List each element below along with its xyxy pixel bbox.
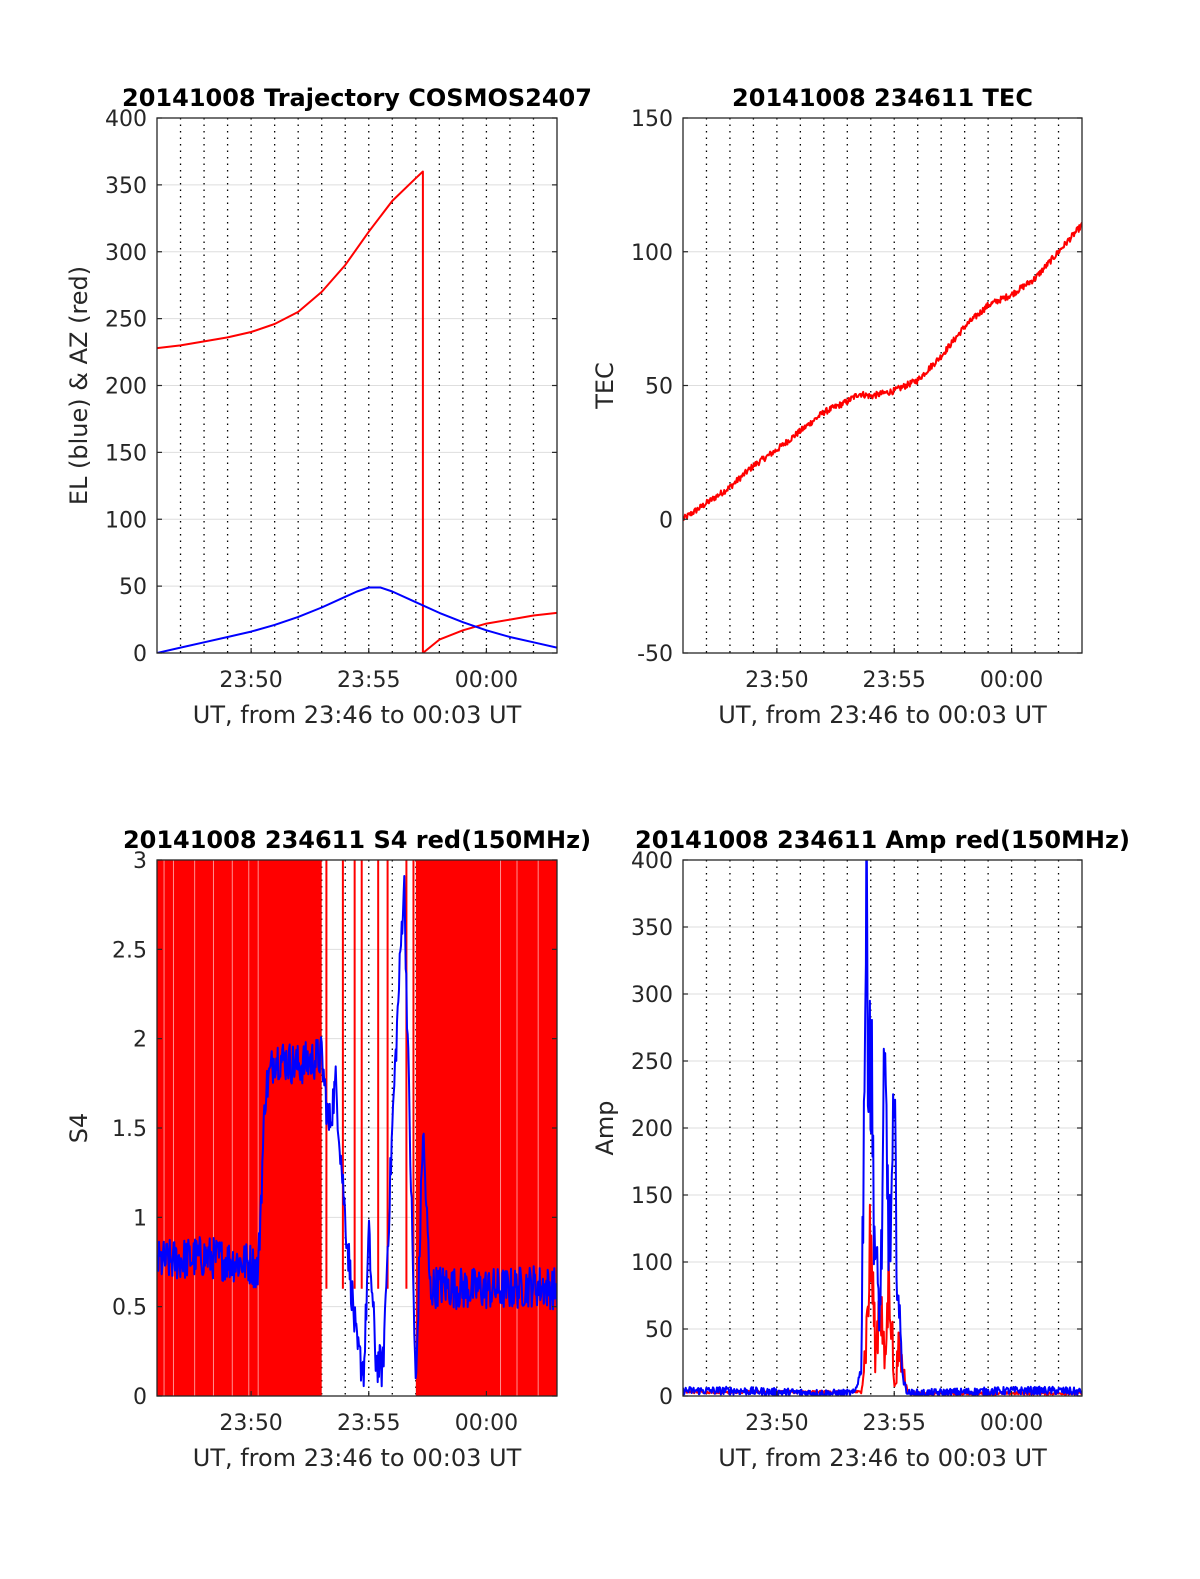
amp-xlabel: UT, from 23:46 to 00:03 UT (718, 1444, 1047, 1472)
trajectory-ytick-label: 300 (105, 241, 147, 266)
trajectory-ytick-label: 50 (119, 575, 147, 600)
tec-series-red (683, 222, 1082, 521)
amp-xtick-label: 00:00 (980, 1411, 1043, 1436)
amp-series-blue (683, 860, 1082, 1396)
tec-ylabel: TEC (591, 362, 619, 410)
tec-ytick-label: 0 (659, 508, 673, 533)
amp-ytick-label: 100 (631, 1251, 673, 1276)
trajectory-ytick-label: 350 (105, 174, 147, 199)
s4-ytick-label: 2 (133, 1028, 147, 1053)
amp-chart: 0 50 100 150 200 250 300 350 400 23:50 23:55 00:00 2… (591, 826, 1130, 1472)
trajectory-ytick-label: 200 (105, 375, 147, 400)
amp-plot-area (683, 860, 1082, 1396)
tec-xlabel: UT, from 23:46 to 00:03 UT (718, 701, 1047, 729)
s4-ytick-label: 1.5 (112, 1117, 147, 1142)
s4-ytick-label: 0 (133, 1385, 147, 1410)
tec-chart: -50 0 50 100 150 23:50 23:55 00:00 20141008 2346… (591, 84, 1083, 729)
trajectory-ylabel: EL (blue) & AZ (red) (65, 266, 93, 505)
tec-xtick-label: 23:55 (863, 668, 926, 693)
tec-xtick-label: 00:00 (980, 668, 1043, 693)
trajectory-xtick-label: 23:50 (219, 668, 282, 693)
tec-title: 20141008 234611 TEC (732, 84, 1033, 112)
tec-xtick-label: 23:50 (745, 668, 808, 693)
amp-ytick-label: 400 (631, 849, 673, 874)
trajectory-title: 20141008 Trajectory COSMOS2407 (122, 84, 592, 112)
amp-ytick-label: 50 (645, 1318, 673, 1343)
trajectory-ytick-label: 100 (105, 508, 147, 533)
amp-ytick-label: 350 (631, 916, 673, 941)
tec-ytick-label: -50 (637, 642, 673, 667)
amp-ytick-label: 250 (631, 1050, 673, 1075)
trajectory-xlabel: UT, from 23:46 to 00:03 UT (193, 701, 522, 729)
trajectory-ytick-label: 150 (105, 441, 147, 466)
s4-xlabel: UT, from 23:46 to 00:03 UT (193, 1444, 522, 1472)
s4-series-blue (157, 875, 557, 1388)
s4-xtick-label: 00:00 (455, 1411, 518, 1436)
tec-plot-area (683, 222, 1082, 521)
trajectory-series-red (157, 170, 557, 653)
tec-ytick-label: 100 (631, 241, 673, 266)
amp-xtick-label: 23:50 (745, 1411, 808, 1436)
s4-ytick-label: 2.5 (112, 938, 147, 963)
trajectory-chart: 0 50 100 150 200 250 300 350 400 23:50 23:55 00:00 2… (65, 84, 592, 729)
amp-xtick-label: 23:55 (863, 1411, 926, 1436)
s4-ytick-label: 0.5 (112, 1296, 147, 1321)
amp-ytick-label: 150 (631, 1184, 673, 1209)
s4-ylabel: S4 (65, 1113, 93, 1144)
s4-ytick-label: 1 (133, 1206, 147, 1231)
trajectory-xtick-label: 00:00 (455, 668, 518, 693)
trajectory-ytick-label: 250 (105, 308, 147, 333)
amp-title: 20141008 234611 Amp red(150MHz) (635, 826, 1130, 854)
trajectory-ytick-label: 0 (133, 642, 147, 667)
s4-series-red-band (415, 860, 557, 1396)
trajectory-xtick-label: 23:55 (337, 668, 400, 693)
amp-ylabel: Amp (591, 1100, 619, 1155)
s4-plot-area (157, 860, 557, 1396)
trajectory-series-blue (157, 586, 557, 653)
amp-ytick-label: 0 (659, 1385, 673, 1410)
tec-ytick-label: 50 (645, 375, 673, 400)
s4-chart: 0 0.5 1 1.5 2 2.5 3 23:50 23:55 00:00 20141008 234… (65, 826, 591, 1472)
amp-ytick-label: 200 (631, 1117, 673, 1142)
s4-title: 20141008 234611 S4 red(150MHz) (123, 826, 591, 854)
s4-series-red-band (157, 860, 322, 1396)
trajectory-plot-area (157, 170, 557, 653)
trajectory-ytick-label: 400 (105, 107, 147, 132)
s4-ytick-label: 3 (133, 849, 147, 874)
s4-xtick-label: 23:50 (219, 1411, 282, 1436)
tec-ytick-label: 150 (631, 107, 673, 132)
s4-xtick-label: 23:55 (337, 1411, 400, 1436)
amp-ytick-label: 300 (631, 983, 673, 1008)
